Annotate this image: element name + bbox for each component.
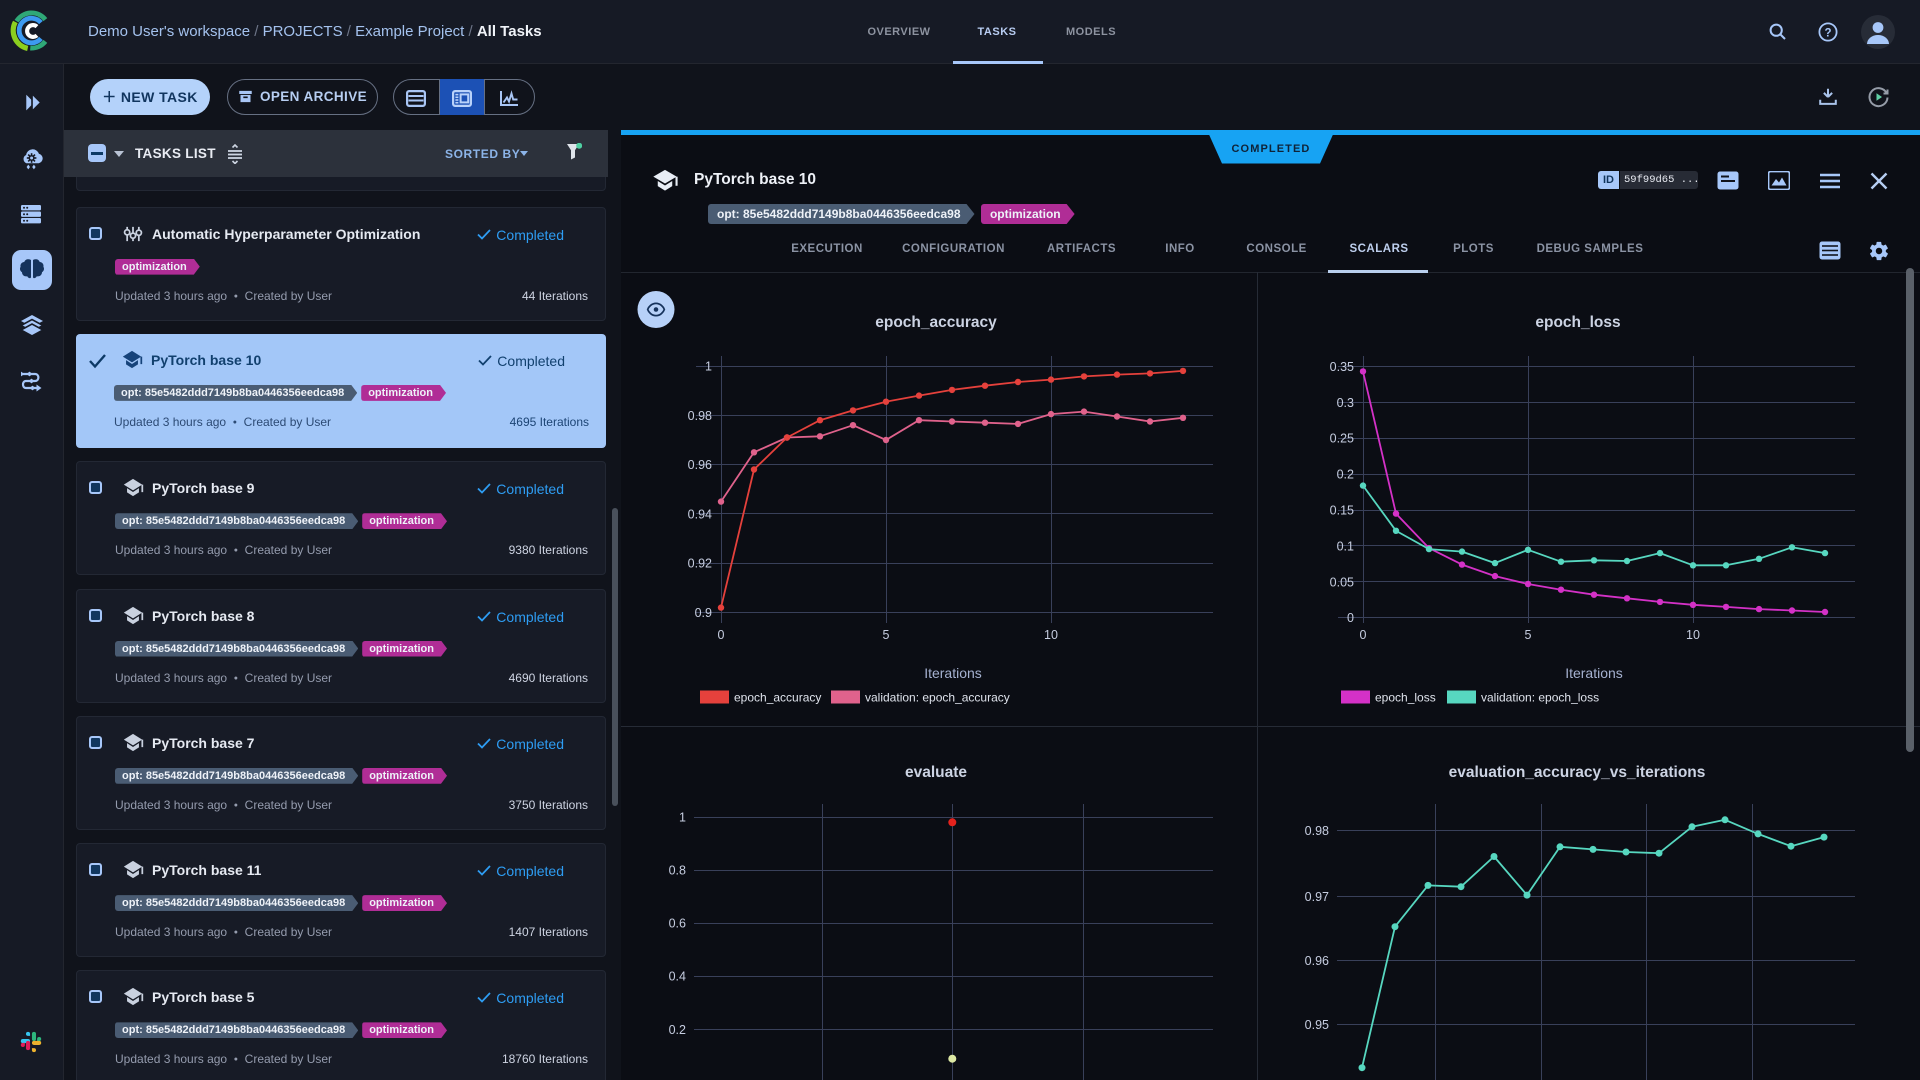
svg-text:validation: epoch_loss: validation: epoch_loss [1481, 691, 1599, 705]
svg-text:evaluation_accuracy_vs_iterati: evaluation_accuracy_vs_iterations [1449, 764, 1706, 781]
svg-text:?: ? [1824, 27, 1831, 39]
svg-text:validation: epoch_accuracy: validation: epoch_accuracy [865, 691, 1010, 705]
svg-text:0: 0 [1360, 628, 1367, 642]
svg-text:0.35: 0.35 [1330, 360, 1354, 374]
svg-text:0.6: 0.6 [669, 917, 686, 931]
svg-text:0.8: 0.8 [669, 864, 686, 878]
svg-text:5: 5 [883, 628, 890, 642]
svg-text:0.2: 0.2 [669, 1023, 686, 1037]
svg-text:Iterations: Iterations [1565, 665, 1623, 681]
svg-text:0.15: 0.15 [1330, 504, 1354, 518]
svg-text:0.25: 0.25 [1330, 432, 1354, 446]
svg-text:0.1: 0.1 [1337, 539, 1354, 553]
svg-text:0: 0 [1347, 611, 1354, 625]
svg-text:10: 10 [1686, 628, 1700, 642]
svg-text:Iterations: Iterations [924, 665, 982, 681]
svg-text:0.98: 0.98 [1305, 824, 1329, 838]
svg-text:0.05: 0.05 [1330, 575, 1354, 589]
svg-text:0.2: 0.2 [1337, 468, 1354, 482]
svg-text:0.96: 0.96 [688, 458, 712, 472]
svg-text:10: 10 [1044, 628, 1058, 642]
svg-text:5: 5 [1525, 628, 1532, 642]
svg-text:epoch_loss: epoch_loss [1375, 691, 1436, 705]
svg-text:epoch_accuracy: epoch_accuracy [734, 691, 821, 705]
svg-text:1: 1 [679, 811, 686, 825]
svg-text:0.95: 0.95 [1305, 1018, 1329, 1032]
svg-text:0.94: 0.94 [688, 507, 712, 521]
svg-text:epoch_accuracy: epoch_accuracy [875, 314, 997, 331]
svg-text:evaluate: evaluate [905, 764, 967, 781]
svg-text:0: 0 [718, 628, 725, 642]
svg-text:0.4: 0.4 [669, 970, 686, 984]
svg-text:0.3: 0.3 [1337, 396, 1354, 410]
svg-text:0.97: 0.97 [1305, 890, 1329, 904]
svg-text:0.98: 0.98 [688, 409, 712, 423]
svg-text:0.9: 0.9 [695, 606, 712, 620]
svg-text:1: 1 [705, 360, 712, 374]
svg-text:0.92: 0.92 [688, 557, 712, 571]
svg-text:0.96: 0.96 [1305, 954, 1329, 968]
svg-text:epoch_loss: epoch_loss [1535, 314, 1620, 331]
